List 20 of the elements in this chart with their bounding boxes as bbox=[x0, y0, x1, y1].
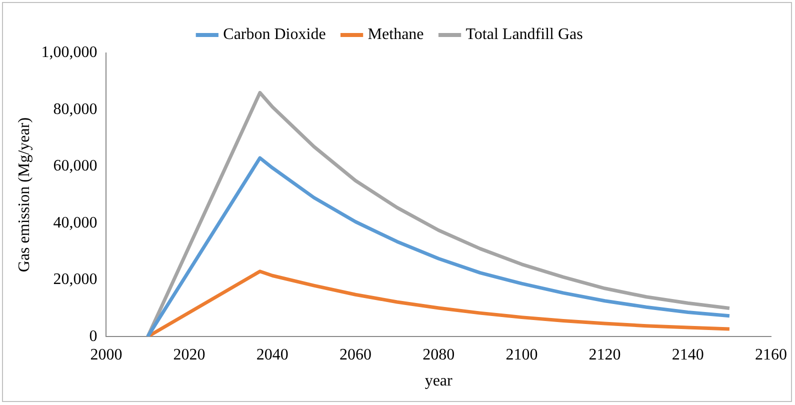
y-axis-title: Gas emission (Mg/year) bbox=[16, 117, 33, 272]
x-tick-label: 2140 bbox=[672, 346, 704, 364]
y-tick-label: 20,000 bbox=[53, 271, 98, 288]
legend-label: Total Landfill Gas bbox=[466, 26, 583, 44]
x-tick-label: 2040 bbox=[256, 346, 288, 364]
y-tick-label: 0 bbox=[89, 328, 98, 345]
x-axis-title: year bbox=[424, 372, 454, 390]
x-tick-label: 2080 bbox=[422, 346, 455, 364]
x-tick-label: 2060 bbox=[340, 346, 372, 364]
y-tick-label: 60,000 bbox=[53, 158, 98, 175]
y-tick-label: 1,00,000 bbox=[41, 44, 98, 62]
x-tick-label: 2020 bbox=[173, 346, 206, 364]
y-tick-label: 80,000 bbox=[53, 100, 98, 118]
x-tick-label: 2120 bbox=[588, 346, 621, 364]
x-tick-label: 2160 bbox=[755, 346, 787, 364]
x-tick-label: 2100 bbox=[506, 346, 538, 364]
legend-label: Carbon Dioxide bbox=[223, 26, 326, 44]
x-tick-label: 2000 bbox=[90, 346, 122, 364]
y-tick-label: 40,000 bbox=[53, 214, 98, 232]
legend-label: Methane bbox=[368, 26, 424, 44]
